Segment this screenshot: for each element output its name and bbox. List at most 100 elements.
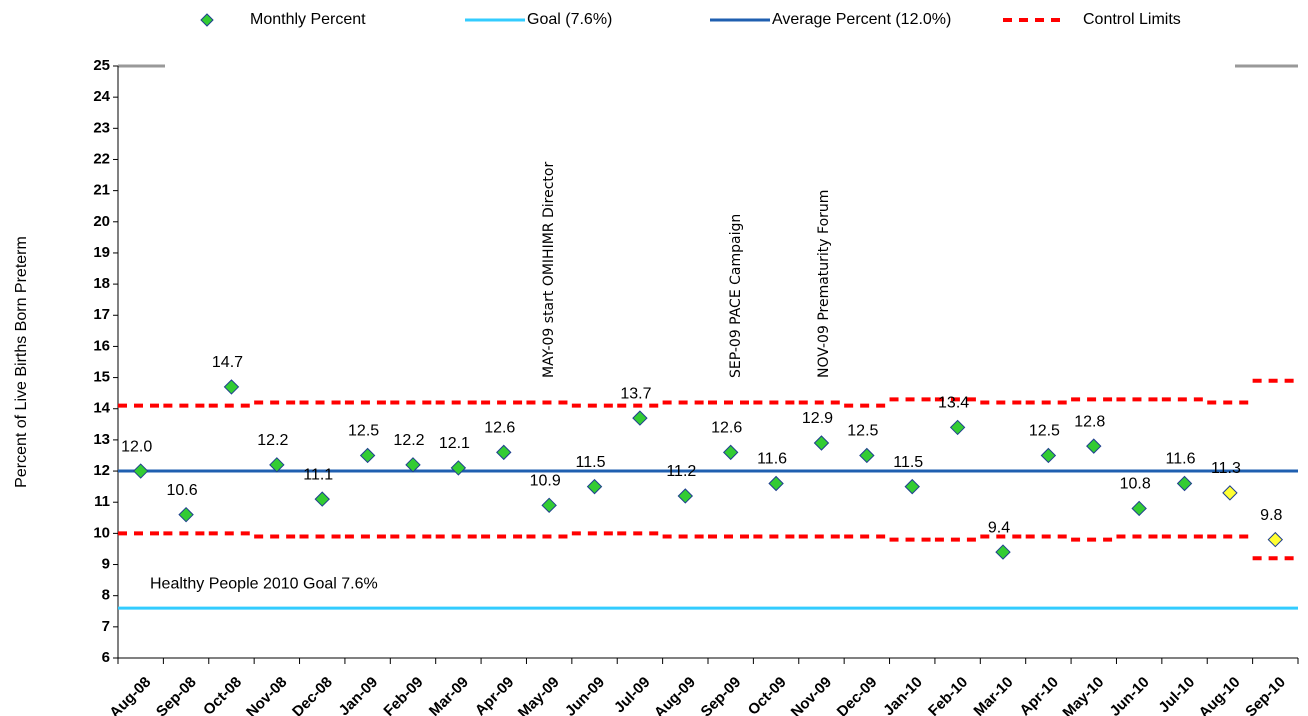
- value-label: 12.1: [439, 435, 470, 452]
- data-point: [1086, 438, 1102, 454]
- data-point: [314, 491, 330, 507]
- y-tick-label: 8: [102, 587, 110, 604]
- value-label: 9.4: [988, 519, 1010, 536]
- data-point: [1267, 531, 1284, 548]
- x-tick-label: Jun-09: [562, 674, 608, 716]
- y-tick-label: 15: [93, 369, 110, 386]
- value-label: 11.3: [1211, 460, 1241, 477]
- data-point: [405, 457, 421, 473]
- legend-label: Goal (7.6%): [527, 11, 612, 28]
- y-tick-label: 24: [93, 88, 110, 105]
- x-tick-label: May-09: [515, 674, 563, 716]
- data-point: [450, 460, 467, 476]
- y-tick-label: 9: [102, 555, 110, 572]
- y-tick-label: 12: [93, 462, 110, 479]
- value-label: 9.8: [1260, 507, 1282, 524]
- data-point: [269, 457, 285, 473]
- data-point: [1131, 500, 1147, 517]
- value-label: 11.2: [666, 463, 696, 480]
- y-tick-label: 22: [93, 150, 110, 167]
- data-point: [768, 475, 784, 492]
- value-label: 12.9: [802, 410, 833, 427]
- y-tick-label: 25: [93, 57, 110, 74]
- x-tick-label: Sep-08: [153, 674, 200, 716]
- x-tick-label: Sep-10: [1242, 674, 1289, 716]
- annotation: NOV-09 Prematurity Forum: [816, 190, 832, 378]
- legend-label: Average Percent (12.0%): [772, 11, 951, 28]
- legend-label: Monthly Percent: [250, 11, 366, 28]
- y-tick-label: 6: [102, 649, 110, 666]
- value-label: 12.0: [121, 438, 152, 455]
- x-tick-label: Jan-10: [880, 674, 926, 716]
- y-tick-label: 14: [93, 400, 110, 417]
- value-label: 10.8: [1120, 476, 1151, 493]
- x-tick-label: Aug-10: [1196, 674, 1244, 716]
- value-label: 12.6: [711, 420, 742, 437]
- x-tick-label: Nov-09: [788, 674, 835, 716]
- data-point: [359, 447, 376, 464]
- value-label: 12.8: [1074, 413, 1105, 430]
- value-label: 11.1: [303, 466, 333, 483]
- legend-label: Control Limits: [1083, 11, 1181, 28]
- y-axis-title: Percent of Live Births Born Preterm: [13, 236, 30, 488]
- annotation: SEP-09 PACE Campaign: [728, 214, 744, 378]
- data-point: [995, 544, 1011, 560]
- value-label: 11.5: [893, 454, 923, 471]
- x-tick-label: Aug-09: [651, 674, 699, 716]
- data-point: [132, 463, 149, 479]
- value-label: 12.6: [484, 420, 515, 437]
- x-tick-label: Jan-09: [336, 674, 382, 716]
- data-point: [541, 497, 557, 514]
- data-point: [677, 488, 694, 504]
- y-tick-label: 19: [93, 244, 110, 261]
- x-tick-label: Feb-10: [925, 674, 971, 716]
- y-tick-label: 20: [93, 213, 110, 230]
- x-tick-label: Nov-08: [243, 674, 290, 716]
- data-point: [496, 444, 512, 461]
- value-label: 12.5: [847, 423, 878, 440]
- data-point: [859, 447, 875, 464]
- x-tick-label: Dec-08: [289, 674, 336, 716]
- x-tick-label: Jun-10: [1107, 674, 1153, 716]
- x-tick-label: Mar-10: [970, 674, 1016, 716]
- goal-label: Healthy People 2010 Goal 7.6%: [150, 575, 378, 592]
- y-tick-label: 17: [93, 306, 110, 323]
- data-point: [949, 419, 966, 436]
- x-tick-label: Dec-09: [834, 674, 881, 716]
- value-label: 11.6: [1166, 451, 1196, 468]
- x-tick-label: Jul-09: [611, 674, 654, 716]
- data-point: [1040, 447, 1057, 464]
- data-point: [722, 444, 739, 461]
- value-label: 12.2: [257, 432, 288, 449]
- value-label: 13.4: [938, 395, 969, 412]
- data-point: [223, 379, 240, 395]
- annotation: MAY-09 start OMIHIMR Director: [541, 162, 557, 378]
- y-tick-label: 13: [93, 431, 110, 448]
- value-label: 12.2: [393, 432, 424, 449]
- x-tick-label: Sep-09: [698, 674, 745, 716]
- value-label: 11.6: [757, 451, 787, 468]
- value-label: 12.5: [348, 423, 379, 440]
- x-tick-label: Aug-08: [106, 674, 154, 716]
- legend-marker: [200, 13, 214, 27]
- y-tick-label: 11: [94, 493, 110, 510]
- data-point: [1176, 475, 1193, 492]
- data-point: [904, 478, 920, 495]
- x-tick-label: Apr-10: [1016, 674, 1062, 716]
- value-label: 10.9: [530, 473, 561, 490]
- y-tick-label: 23: [93, 119, 110, 136]
- data-point: [813, 435, 830, 451]
- x-tick-label: Oct-09: [745, 674, 790, 716]
- y-tick-label: 16: [93, 337, 110, 354]
- x-tick-label: Oct-08: [200, 674, 245, 716]
- x-tick-label: Jul-10: [1155, 674, 1198, 716]
- value-label: 11.5: [576, 454, 606, 471]
- y-tick-label: 7: [102, 618, 110, 635]
- x-tick-label: Apr-09: [472, 674, 518, 716]
- x-tick-label: May-10: [1059, 674, 1107, 716]
- value-label: 13.7: [620, 385, 651, 402]
- value-label: 14.7: [212, 354, 243, 371]
- y-tick-label: 21: [93, 182, 110, 199]
